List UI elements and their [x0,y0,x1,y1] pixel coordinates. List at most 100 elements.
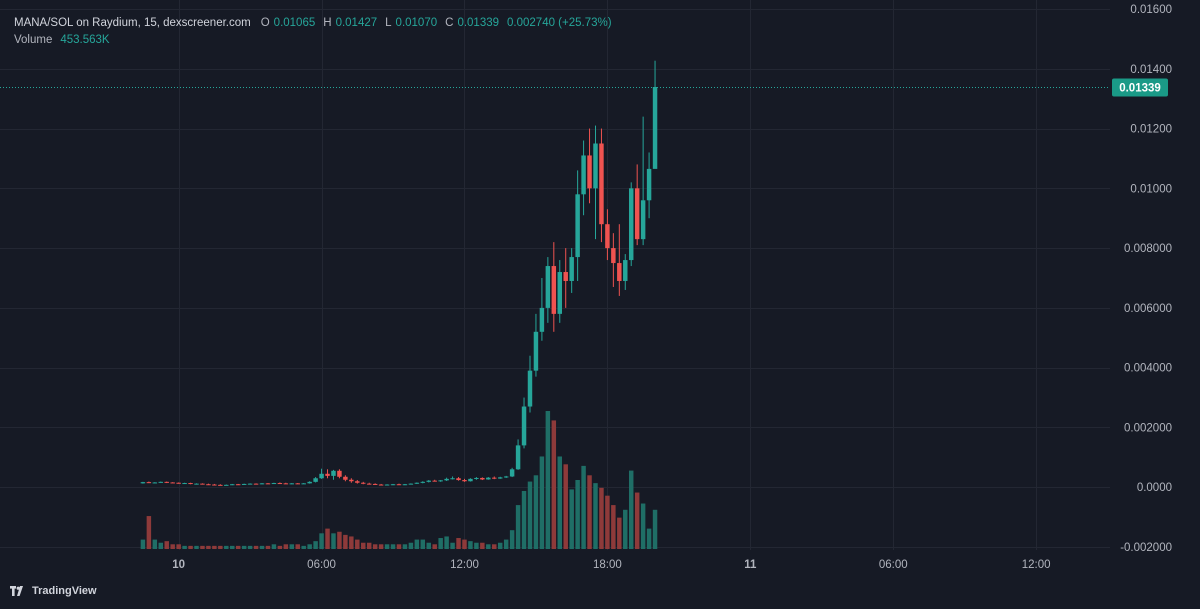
volume-bar [224,545,229,549]
volume-bar [593,483,598,549]
candle-body [402,484,408,486]
price-tick-label: 0.006000 [1124,303,1172,315]
candle-body [474,477,479,479]
volume-bar [480,542,485,549]
volume-value: 453.563K [60,34,110,46]
volume-bar [372,544,378,549]
candle-body [319,473,324,479]
volume-bar [206,545,211,549]
candle-body [164,481,169,483]
volume-bar [337,531,342,549]
price-tick-label: 0.01400 [1130,64,1172,76]
volume-bar [474,542,479,549]
candle-body [140,482,146,484]
volume-bar [182,545,187,549]
volume-bar [384,544,390,549]
candle-body [527,370,533,407]
candle-body [492,477,497,479]
volume-bar [623,509,628,549]
change-value: 0.002740 (+25.73%) [507,17,612,29]
candle-body [301,483,306,485]
price-axis[interactable]: 0.01339 0.01600 0.01400 0.01200 0.01000 0.008… [1112,4,1172,554]
volume-bar [235,545,241,549]
candle-body [623,260,628,281]
candle-body [652,87,658,169]
candle-body [497,477,503,479]
candle-body [456,478,461,481]
candle-body [563,272,568,281]
candle-body [331,470,336,476]
candle-body [277,483,283,485]
symbol-title: MANA/SOL on Raydium, 15, dexscreener.com [14,17,251,29]
volume-bar [545,411,551,549]
candle-body [575,194,580,258]
volume-bar [164,541,169,549]
candle-body [432,480,437,482]
candle-body [259,483,265,485]
candle-body [194,483,199,485]
candle-body [313,478,318,482]
volume-bar [450,542,455,549]
volume-bar [426,542,431,549]
volume-row: Volume 453.563K [14,32,616,49]
candle-body [361,482,366,484]
volume-bar [414,539,420,549]
low-value: 0.01070 [395,17,438,29]
candle-body [515,445,521,470]
volume-bar [176,544,181,549]
time-tick-label: 12:00 [450,559,479,571]
candle-body [337,470,342,477]
tradingview-logo[interactable]: TradingView [10,585,97,597]
candle-body [182,483,187,485]
candle-body [212,484,217,486]
volume-bar [420,539,426,549]
volume-bar [253,545,259,549]
volume-bar [611,505,616,549]
volume-bar [497,542,503,549]
price-tick-label: 0.004000 [1124,363,1172,375]
candle-body [628,188,634,261]
volume-bar [557,456,562,549]
volume-bar [587,475,592,549]
candle-body [503,476,509,478]
volume-bar [307,544,312,549]
open-value: 0.01065 [273,17,316,29]
volume-bar [652,509,658,549]
volume-bar [200,545,205,549]
volume-bar [402,544,408,549]
price-tick-label: -0.002000 [1120,542,1172,554]
volume-bar [515,505,521,549]
candle-body [247,483,253,485]
candle-body [599,143,604,225]
candle-body [307,481,312,484]
candle-body [468,478,473,482]
candle-body [551,266,557,314]
candle-body [230,484,235,486]
volume-bar [170,544,175,549]
volume-bar [247,545,253,549]
candle-body [188,483,193,485]
volume-bar [503,539,509,549]
candle-body [218,484,223,486]
volume-bar [640,503,646,549]
candle-body [355,481,360,483]
candle-body [509,469,515,477]
volume-bar [551,420,557,549]
candle-body [283,483,289,485]
candle-body [611,248,616,264]
time-axis[interactable]: 10 06:00 12:00 18:00 11 06:00 12:00 [172,559,1050,571]
volume-bar [646,528,652,549]
candle-body [587,155,592,189]
last-price-tag [1112,78,1168,97]
time-tick-label: 06:00 [307,559,336,571]
candle-body [420,481,426,483]
candle-body [486,477,491,480]
candle-body [569,257,574,281]
volume-bar [218,545,223,549]
volume-bar [283,544,289,549]
candle-body [295,483,300,485]
candle-body [634,188,640,240]
volume-bar [241,545,247,549]
